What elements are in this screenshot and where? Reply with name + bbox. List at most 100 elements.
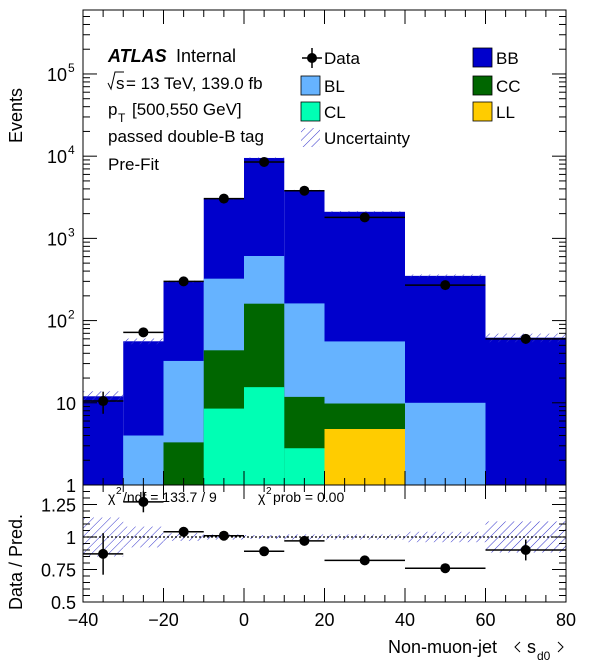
legend-swatch-ll (472, 101, 493, 122)
legend-entry-data: Data (302, 48, 360, 68)
sqrt-symbol (107, 71, 124, 91)
bar-cc-bin-2 (163, 442, 204, 485)
legend-entry-cc: CC (472, 75, 521, 96)
legend-label-bl: BL (324, 77, 345, 96)
main-uncertainty-bin-7 (405, 274, 486, 278)
x-tick-label: −20 (148, 610, 179, 630)
ratio-y-tick-label: 1.25 (41, 496, 76, 516)
bar-cl-bin-3 (203, 408, 244, 485)
atlas-label-title: ATLAS (107, 46, 167, 66)
atlas-label: ATLAS Internal (107, 46, 236, 66)
y-tick-label: 10 5 (47, 61, 75, 85)
legend: Data BL CL Uncertainty BB CC LL (300, 47, 521, 148)
energy-label-text: = 13 TeV, 139.0 fb (126, 74, 263, 93)
legend-label-cc: CC (496, 77, 521, 96)
legend-label-ll: LL (496, 103, 515, 122)
legend-entry-uncertainty: Uncertainty (301, 128, 410, 148)
data-point (123, 327, 164, 338)
legend-label-data: Data (324, 49, 360, 68)
legend-label-uncertainty: Uncertainty (324, 129, 410, 148)
legend-label-bb: BB (496, 49, 519, 68)
main-uncertainty-bin-1 (123, 338, 164, 345)
svg-text:χ: χ (258, 489, 266, 505)
legend-swatch-bl (300, 75, 321, 96)
svg-text:T: T (118, 111, 126, 125)
data-point (405, 280, 486, 291)
ratio-point (83, 533, 124, 575)
ratio-point (203, 530, 244, 541)
y-tick-label: 10 2 (47, 308, 75, 332)
x-tick-label: 40 (395, 610, 415, 630)
svg-text:s: s (527, 637, 536, 657)
x-tick-label: 20 (314, 610, 334, 630)
legend-swatch-cl (300, 101, 321, 122)
data-point (203, 193, 244, 204)
svg-text:d0: d0 (537, 649, 551, 663)
ratio-y-axis-label: Data / Pred. (6, 514, 26, 610)
svg-text:4: 4 (68, 143, 75, 157)
ratio-point (485, 539, 566, 561)
ratio-point (123, 491, 164, 513)
bar-ll-bin-6 (324, 428, 405, 485)
ratio-point (244, 546, 285, 557)
x-axis-label: Non-muon-jet s d0 (388, 637, 564, 663)
x-tick-label: 0 (239, 610, 249, 630)
ratio-axes-frame (82, 484, 567, 603)
pt-range-label: p T [500,550 GeV] (108, 100, 242, 125)
bar-bl-bin-1 (123, 435, 164, 485)
legend-entry-ll: LL (472, 101, 515, 122)
x-tick-label: 80 (556, 610, 576, 630)
ratio-y-tick-label: 1 (66, 528, 76, 548)
ratio-point (405, 563, 486, 574)
svg-text:10: 10 (47, 147, 67, 167)
bar-bl-bin-7 (405, 402, 486, 485)
svg-text:2: 2 (116, 486, 122, 497)
ratio-panel: 0.5 0.75 1 1.25 −40 −20 0 20 40 60 80 (41, 484, 576, 630)
tag-label: passed double-B tag (108, 127, 264, 146)
y-tick-label: 10 4 (47, 143, 75, 167)
ratio-uncertainty-bin-7 (405, 531, 486, 543)
x-tick-label: −40 (68, 610, 99, 630)
x-tick-label: 60 (475, 610, 495, 630)
legend-entry-bl: BL (300, 75, 345, 96)
data-point (284, 185, 325, 196)
atlas-label-status: Internal (176, 46, 236, 66)
svg-text:2: 2 (68, 308, 75, 322)
energy-label: s = 13 TeV, 139.0 fb (107, 71, 263, 93)
svg-text:10: 10 (47, 65, 67, 85)
svg-text:3: 3 (68, 225, 75, 239)
chi2-prob-text: prob = 0.00 (273, 489, 344, 505)
data-point (244, 156, 285, 167)
ratio-y-tick-label: 0.75 (41, 561, 76, 581)
data-point (83, 391, 124, 414)
svg-text:s: s (116, 74, 125, 93)
y-tick-label: 10 3 (47, 225, 75, 249)
chi2-ndf-text: /ndf = 133.7 / 9 (123, 489, 217, 505)
svg-text:10: 10 (47, 229, 67, 249)
svg-text:2: 2 (266, 486, 272, 497)
ratio-y-tick-label: 0.5 (51, 593, 76, 613)
legend-entry-bb: BB (472, 47, 519, 68)
legend-swatch-cc (472, 75, 493, 96)
svg-text:10: 10 (56, 394, 76, 414)
y-tick-label: 1 (66, 476, 76, 496)
y-axis-label: Events (6, 88, 26, 143)
legend-swatch-bb (472, 47, 493, 68)
pt-range-text: [500,550 GeV] (132, 100, 242, 119)
svg-text:χ: χ (108, 489, 116, 505)
legend-data-marker (307, 53, 317, 63)
svg-text:5: 5 (68, 61, 75, 75)
ratio-point (163, 526, 204, 537)
ratio-point (324, 555, 405, 566)
bar-bb-bin-8 (485, 337, 566, 485)
data-point (324, 212, 405, 223)
legend-entry-cl: CL (300, 101, 346, 122)
svg-text:1: 1 (66, 476, 76, 496)
data-point (485, 333, 566, 344)
ratio-point (284, 535, 325, 546)
svg-text:p: p (108, 100, 117, 119)
y-tick-label: 10 (56, 394, 76, 414)
legend-swatch-uncertainty (301, 128, 320, 147)
